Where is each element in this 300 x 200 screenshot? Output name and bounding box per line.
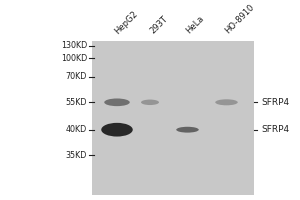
Text: 35KD: 35KD (66, 151, 87, 160)
Text: SFRP4: SFRP4 (261, 98, 289, 107)
Text: 293T: 293T (148, 15, 170, 36)
Ellipse shape (215, 99, 238, 105)
Ellipse shape (101, 123, 133, 137)
Text: 70KD: 70KD (66, 72, 87, 81)
Text: SFRP4: SFRP4 (261, 125, 289, 134)
Ellipse shape (104, 98, 130, 106)
Ellipse shape (176, 127, 199, 133)
Text: 130KD: 130KD (61, 41, 87, 50)
Ellipse shape (141, 100, 159, 105)
Bar (92, 41, 254, 195)
Text: 40KD: 40KD (66, 125, 87, 134)
Text: HO-8910: HO-8910 (224, 3, 256, 36)
Text: HeLa: HeLa (184, 14, 206, 36)
Text: 100KD: 100KD (61, 54, 87, 63)
Text: 55KD: 55KD (65, 98, 87, 107)
Text: HepG2: HepG2 (112, 9, 139, 36)
